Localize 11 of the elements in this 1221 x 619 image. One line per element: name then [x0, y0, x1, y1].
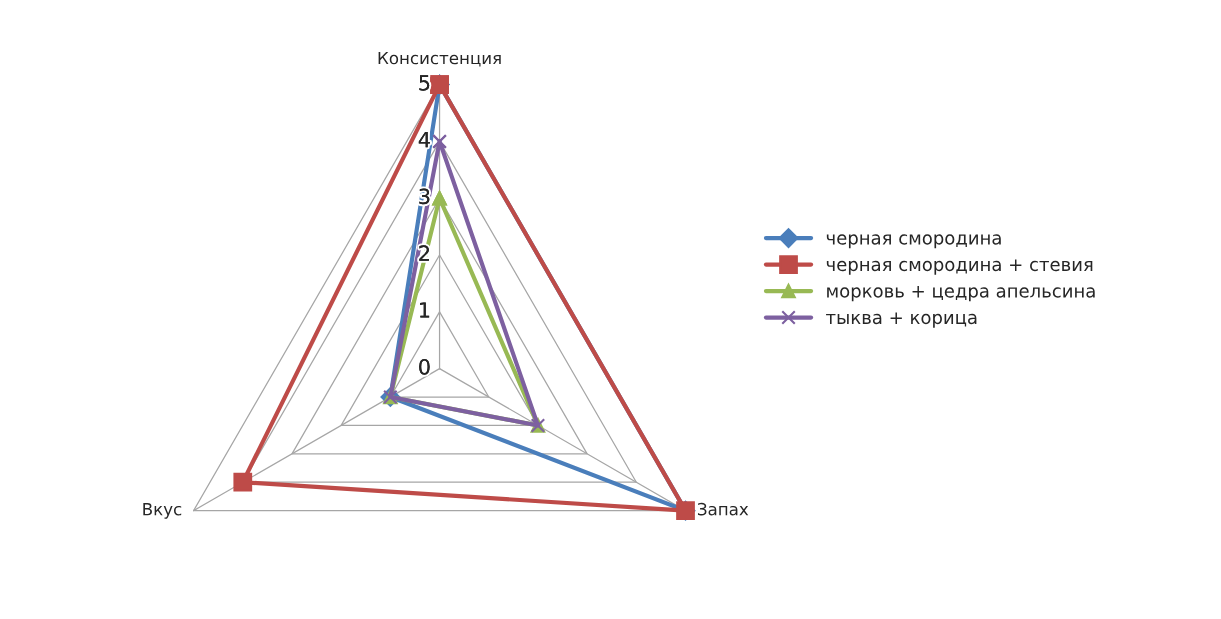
legend-label: морковь + цедра апельсина: [827, 286, 1095, 302]
legend-label: тыква + корица: [826, 312, 977, 328]
spoke-label: Запах: [697, 502, 749, 516]
spoke-label: Вкус: [143, 503, 182, 519]
y-tick-label: 0: [419, 358, 430, 375]
y-tick-label: 5: [419, 75, 430, 91]
legend-label: черная смородина + стевия: [826, 259, 1093, 275]
y-tick-label: 1: [420, 302, 430, 318]
y-tick-label: 2: [419, 245, 429, 261]
legend-label: черная смородина: [826, 234, 1001, 249]
spoke-label: Консистенция: [378, 51, 501, 67]
